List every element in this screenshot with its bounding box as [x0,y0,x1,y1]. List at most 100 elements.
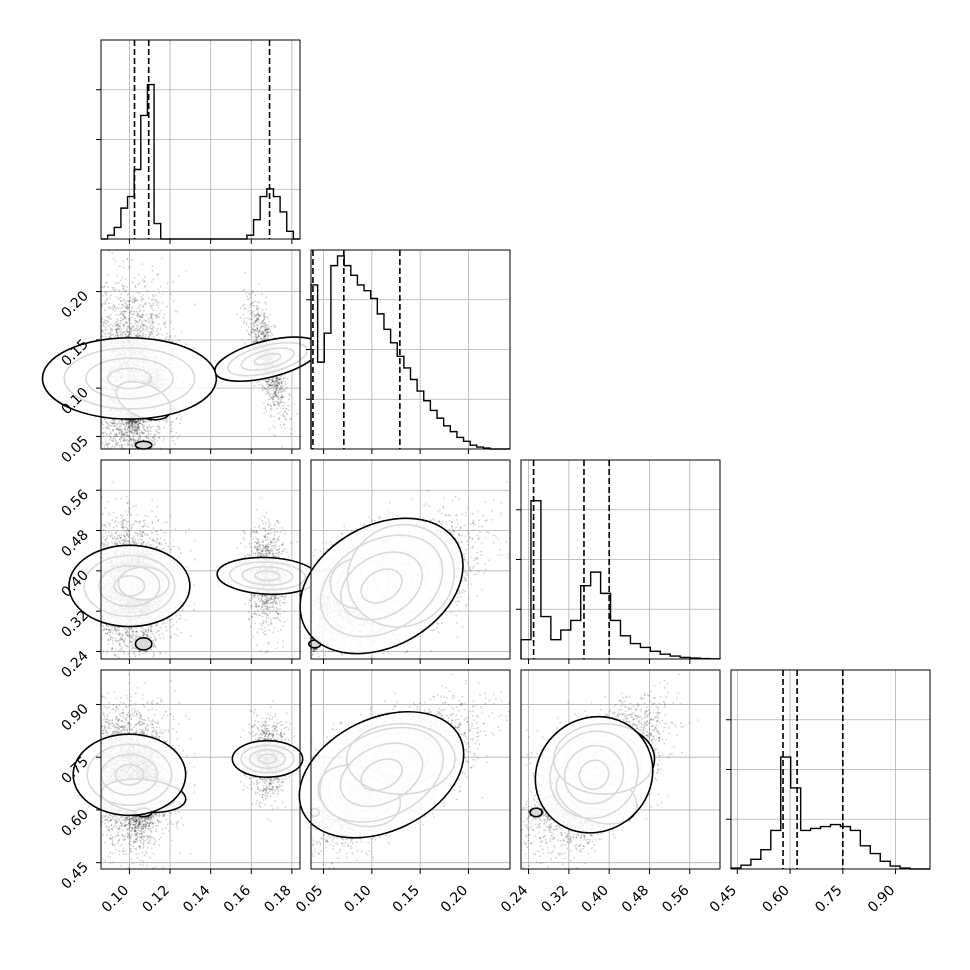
scatter-point [116,435,118,437]
scatter-point [262,385,264,387]
scatter-point [264,326,266,328]
scatter-point [156,316,158,318]
scatter-point [172,421,174,423]
scatter-point [115,440,117,442]
scatter-point [153,439,155,441]
scatter-point [259,315,261,317]
scatter-point [261,313,263,315]
scatter-point [157,328,159,330]
scatter-point [119,265,121,267]
scatter-point [247,295,249,297]
scatter-point [112,438,114,440]
scatter-point [107,333,109,335]
scatter-point [281,384,283,386]
scatter-point [289,395,291,397]
scatter-point [121,432,123,434]
scatter-point [161,334,163,336]
scatter-point [286,412,288,414]
scatter-point [174,443,176,445]
scatter-point [139,309,141,311]
scatter-point [149,327,151,329]
scatter-point [137,292,139,294]
scatter-point [120,308,122,310]
scatter-point [288,405,290,407]
scatter-point [260,337,262,339]
scatter-point [271,381,273,383]
scatter-point [158,432,160,434]
scatter-point [165,338,167,340]
scatter-point [279,411,281,413]
scatter-point [275,394,277,396]
scatter-point [147,322,149,324]
panel-1-0: 0.050.100.150.20 [42,250,324,466]
scatter-point [124,291,126,293]
scatter-point [267,380,269,382]
scatter-point [244,320,246,322]
scatter-point [142,335,144,337]
scatter-point [151,315,153,317]
scatter-point [113,289,115,291]
scatter-point [290,433,292,435]
scatter-point [152,270,154,272]
scatter-point [267,404,269,406]
scatter-point [147,431,149,433]
scatter-point [155,434,157,436]
scatter-point [258,335,260,337]
scatter-point [106,294,108,296]
scatter-point [172,281,174,283]
scatter-point [166,333,168,335]
scatter-point [283,416,285,418]
scatter-point [185,271,187,273]
scatter-point [136,311,138,313]
scatter-point [119,325,121,327]
scatter-point [128,318,130,320]
scatter-point [265,381,267,383]
scatter-point [263,403,265,405]
scatter-point [108,325,110,327]
scatter-point [265,408,267,410]
scatter-point [128,326,130,328]
scatter-point [160,310,162,312]
scatter-point [285,388,287,390]
scatter-point [273,416,275,418]
scatter-point [273,324,275,326]
scatter-point [283,414,285,416]
scatter-point [130,310,132,312]
scatter-point [273,402,275,404]
scatter-point [114,305,116,307]
scatter-point [242,314,244,316]
scatter-point [284,396,286,398]
scatter-point [141,320,143,322]
scatter-point [151,320,153,322]
scatter-point [244,272,246,274]
scatter-point [249,304,251,306]
scatter-point [126,435,128,437]
scatter-point [119,431,121,433]
scatter-point [124,439,126,441]
scatter-point [152,322,154,324]
scatter-point [108,274,110,276]
scatter-point [263,314,265,316]
scatter-point [148,433,150,435]
scatter-point [130,444,132,446]
scatter-point [104,329,106,331]
scatter-point [152,425,154,427]
scatter-point [121,444,123,446]
scatter-point [110,436,112,438]
scatter-point [254,333,256,335]
scatter-point [270,414,272,416]
scatter-point [264,323,266,325]
scatter-point [253,336,255,338]
scatter-point [257,311,259,313]
scatter-point [279,389,281,391]
scatter-point [118,303,120,305]
scatter-point [271,397,273,399]
scatter-point [281,427,283,429]
scatter-point [105,441,107,443]
scatter-point [259,329,261,331]
scatter-point [136,328,138,330]
scatter-point [269,396,271,398]
scatter-point [265,406,267,408]
scatter-point [115,289,117,291]
scatter-point [160,328,162,330]
